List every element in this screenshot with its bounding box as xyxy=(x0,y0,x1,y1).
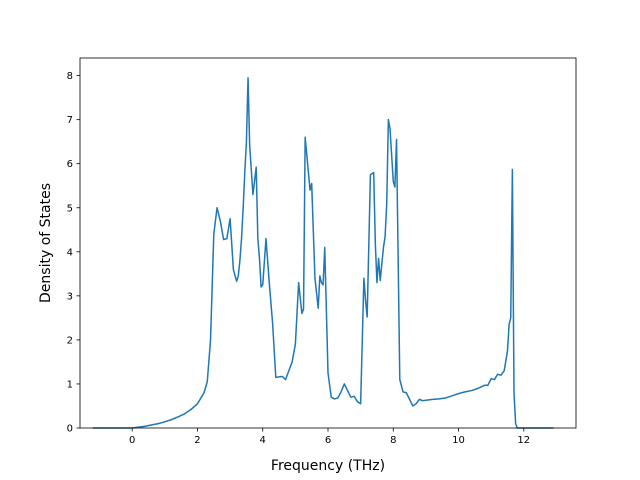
x-tick-label: 12 xyxy=(517,435,530,446)
y-tick-label: 2 xyxy=(67,335,73,346)
x-tick-label: 8 xyxy=(390,435,396,446)
dos-series-line xyxy=(92,77,554,429)
y-axis-ticks: 0 1 2 3 4 5 6 7 8 xyxy=(67,71,80,435)
x-tick-label: 10 xyxy=(452,435,465,446)
plot-area-frame xyxy=(79,57,577,429)
y-tick-label: 0 xyxy=(67,424,73,435)
x-tick-label: 0 xyxy=(129,435,135,446)
y-tick-label: 1 xyxy=(67,379,73,390)
y-tick-label: 6 xyxy=(67,159,73,170)
y-tick-label: 3 xyxy=(67,291,73,302)
x-axis-ticks: 0 2 4 6 8 10 12 xyxy=(129,428,530,446)
y-tick-label: 8 xyxy=(67,71,73,82)
y-tick-label: 7 xyxy=(67,115,73,126)
y-axis-label: Density of States xyxy=(38,183,54,303)
y-tick-label: 4 xyxy=(67,247,73,258)
x-axis-label: Frequency (THz) xyxy=(271,458,385,474)
x-tick-label: 2 xyxy=(194,435,200,446)
y-tick-label: 5 xyxy=(67,203,73,214)
x-tick-label: 6 xyxy=(325,435,331,446)
x-tick-label: 4 xyxy=(260,435,266,446)
